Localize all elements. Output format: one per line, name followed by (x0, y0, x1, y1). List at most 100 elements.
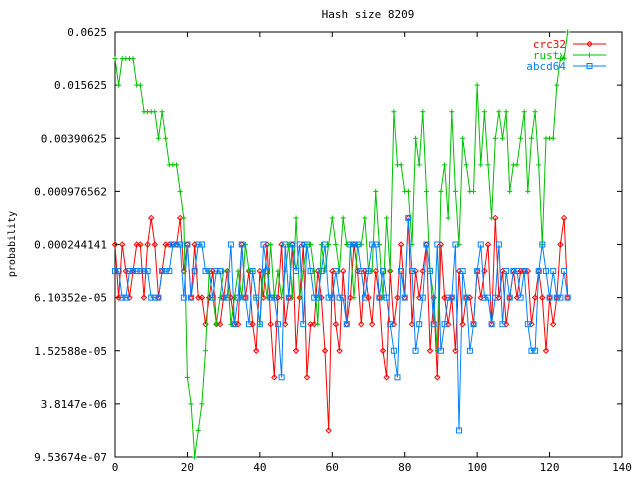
data-point (452, 188, 458, 194)
data-point (169, 241, 176, 248)
data-point (532, 347, 539, 354)
data-point (449, 109, 455, 115)
data-point (459, 268, 466, 275)
data-point (314, 294, 321, 301)
data-point (220, 294, 227, 301)
data-point (470, 321, 477, 328)
data-point (394, 374, 401, 381)
data-point (191, 241, 198, 248)
data-point (448, 294, 455, 301)
data-point (188, 401, 194, 407)
data-point (434, 374, 441, 381)
data-point (300, 321, 307, 328)
data-point (195, 427, 201, 433)
data-point (111, 241, 119, 248)
data-point (318, 268, 325, 275)
data-point (379, 268, 386, 275)
data-point (524, 321, 531, 328)
data-point (478, 162, 484, 168)
x-tick-label: 140 (612, 461, 632, 474)
data-point (340, 294, 347, 301)
data-point (477, 294, 484, 301)
data-point (264, 295, 270, 301)
data-point (279, 295, 285, 301)
data-point (336, 347, 343, 354)
data-point (413, 135, 419, 141)
data-point (539, 294, 546, 301)
data-point (485, 294, 492, 301)
data-point (308, 242, 314, 247)
data-point (539, 241, 546, 248)
data-point (376, 242, 382, 247)
data-point (546, 294, 553, 301)
data-point (329, 267, 336, 275)
data-point (292, 347, 300, 354)
data-point (471, 188, 477, 194)
data-point (274, 294, 282, 301)
data-point (481, 294, 488, 301)
data-point (155, 135, 161, 141)
data-point (444, 320, 452, 328)
data-point (390, 347, 397, 354)
data-point (441, 294, 448, 301)
data-point (394, 294, 401, 301)
data-point (205, 294, 213, 301)
data-point (542, 347, 550, 354)
data-point (176, 214, 184, 222)
data-point (554, 82, 560, 88)
data-point (216, 320, 224, 328)
data-point (416, 321, 423, 328)
data-point (492, 135, 498, 141)
data-point (289, 241, 296, 248)
data-point (253, 347, 260, 354)
data-point (506, 294, 513, 301)
data-point (336, 294, 343, 301)
data-point (289, 295, 295, 301)
data-point (260, 241, 267, 248)
legend-label: abcd64 (526, 60, 566, 73)
data-point (358, 242, 364, 247)
data-point (489, 215, 495, 221)
data-point (202, 268, 209, 275)
data-point (311, 268, 317, 274)
data-point (503, 268, 510, 275)
data-point (521, 268, 528, 275)
data-point (442, 162, 448, 168)
data-point (303, 241, 310, 248)
data-point (495, 294, 503, 301)
data-point (332, 268, 339, 275)
data-point (528, 320, 535, 328)
data-point (151, 294, 158, 301)
data-point (466, 294, 474, 301)
legend-label: rusty (533, 49, 566, 62)
data-point (434, 241, 441, 248)
data-point (423, 188, 429, 194)
x-tick-label: 0 (112, 461, 119, 474)
data-point (542, 268, 549, 275)
data-point (209, 294, 216, 301)
data-point (564, 294, 571, 301)
y-tick-label: 6.10352e-05 (34, 292, 107, 305)
data-point (152, 109, 158, 115)
data-point (485, 162, 491, 168)
data-point (198, 294, 206, 301)
data-point (159, 268, 166, 275)
data-point (296, 241, 303, 248)
data-point (245, 267, 253, 275)
y-tick-label: 0.00390625 (41, 132, 107, 145)
data-point (561, 56, 567, 62)
data-point (460, 135, 466, 141)
series-abcd64 (112, 214, 571, 434)
data-point (452, 241, 459, 248)
data-point (496, 109, 502, 115)
data-point (463, 294, 470, 301)
data-point (339, 267, 347, 275)
data-point (195, 241, 202, 248)
series-rusty (112, 29, 571, 460)
data-point (199, 401, 205, 407)
data-point (213, 268, 220, 275)
data-point (373, 188, 379, 194)
data-point (333, 242, 339, 247)
